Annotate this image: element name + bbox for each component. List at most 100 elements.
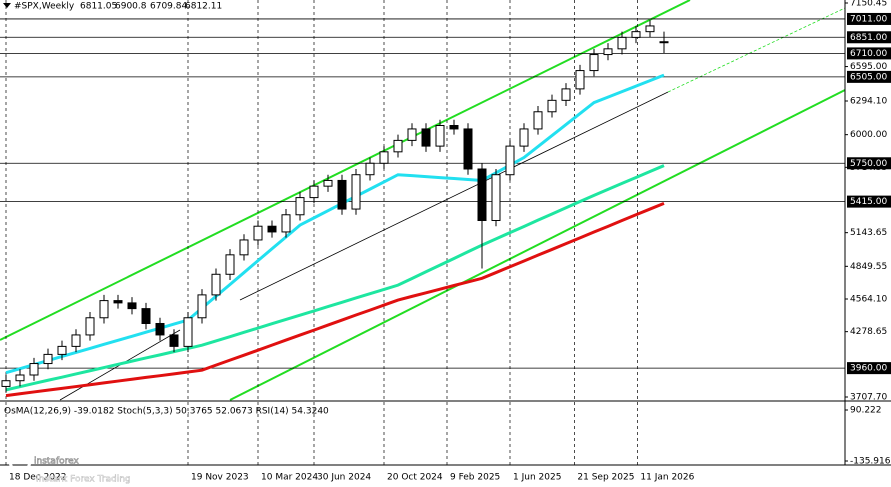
channel-lines	[0, 0, 846, 401]
candle-body	[211, 273, 221, 296]
candle-body	[547, 99, 557, 113]
candle-body	[351, 174, 361, 210]
candle-body	[393, 139, 403, 153]
x-tick-label: 19 Nov 2023	[191, 473, 249, 483]
trend-extension	[667, 7, 846, 93]
x-tick-label: 21 Sep 2025	[577, 473, 634, 483]
candle-body	[519, 128, 529, 147]
candle-body	[505, 145, 515, 176]
level-label: 5750.00	[850, 159, 887, 169]
y-tick-label: 4564.10	[850, 294, 887, 304]
candle-body	[365, 162, 375, 176]
level-box	[847, 362, 891, 375]
y-tick-label: 6000.00	[850, 130, 887, 140]
x-tick-label: 9 Feb 2025	[450, 473, 500, 483]
moving-average	[5, 164, 665, 392]
candle-body	[295, 197, 305, 216]
y-tick-label: 5143.65	[850, 228, 887, 238]
candle-body	[15, 374, 25, 382]
trend-line	[239, 91, 669, 301]
level-label: 6505.00	[850, 72, 887, 82]
candle-body	[225, 254, 235, 275]
candle-body	[1, 380, 11, 387]
x-tick-label: 11 Jan 2026	[640, 473, 694, 483]
x-tick-label: 10 Mar 2024	[261, 473, 318, 483]
candle-body	[57, 345, 67, 355]
candle-body	[183, 317, 193, 347]
level-box	[847, 12, 891, 25]
y-tick-label: 3707.70	[850, 393, 887, 403]
x-tick-label: 30 Jun 2024	[317, 473, 371, 483]
candle-body	[253, 225, 263, 241]
candle-body	[575, 70, 585, 90]
level-box	[847, 47, 891, 60]
header-open: 6811.05	[80, 2, 117, 12]
y-tick-label: 4278.65	[850, 327, 887, 337]
candle-body	[645, 25, 655, 33]
candle-body	[267, 225, 277, 233]
x-tick-label: 20 Oct 2024	[387, 473, 443, 483]
candle-body	[561, 88, 571, 101]
candle-body	[169, 334, 179, 347]
moving-average	[5, 201, 665, 398]
y-tick-label: 6294.10	[850, 97, 887, 107]
candle-body	[113, 300, 123, 304]
candle-body	[407, 128, 417, 141]
level-box	[847, 31, 891, 44]
candle-body	[239, 239, 249, 256]
level-label: 7011.00	[850, 14, 887, 24]
osc-tick-label: 90.222	[850, 406, 882, 416]
candle-body	[491, 174, 501, 221]
logo-text: instaforex	[34, 457, 79, 467]
level-label: 3960.00	[850, 364, 887, 374]
y-tick-label: 4849.55	[850, 262, 887, 272]
y-tick-label: 7150.45	[850, 0, 887, 9]
candle-body	[617, 36, 627, 50]
candle-body	[85, 317, 95, 336]
candle-body	[71, 334, 81, 347]
candle-body	[309, 185, 319, 199]
candle-body	[449, 125, 459, 130]
level-box	[847, 195, 891, 208]
candle-body	[141, 308, 151, 324]
candle-body	[323, 179, 333, 187]
candle-body	[603, 48, 613, 56]
candle-body	[589, 54, 599, 72]
header-high: 6900.8	[115, 2, 147, 12]
candle-body	[533, 111, 543, 130]
menu-arrow	[3, 3, 11, 8]
logo-icon	[8, 449, 32, 473]
symbol-label: #SPX,Weekly	[14, 2, 75, 12]
indicator-label: OsMA(12,26,9) -39.0182 Stoch(5,3,3) 50.3…	[4, 407, 329, 417]
header-low: 6709.84	[150, 2, 187, 12]
candle-body	[197, 294, 207, 319]
x-tick-label: 1 Jun 2025	[513, 473, 561, 483]
logo-tagline: Instant Forex Trading	[36, 475, 131, 485]
candle-body	[337, 179, 347, 210]
y-tick-label: 6595.00	[850, 62, 887, 72]
channel-upper	[0, 0, 691, 341]
candle-body	[463, 128, 473, 170]
osc-tick-label: -135.9167	[850, 457, 891, 467]
candle-body	[99, 300, 109, 319]
candle-body	[631, 31, 641, 38]
candle-body	[127, 302, 137, 310]
level-box	[847, 157, 891, 170]
candle-body	[29, 363, 39, 376]
level-label: 5415.00	[850, 197, 887, 207]
level-label: 6851.00	[850, 33, 887, 43]
candle-body	[477, 168, 487, 221]
candle-body	[379, 151, 389, 164]
candle-body	[659, 41, 669, 44]
candle-body	[155, 322, 165, 336]
header-close: 6812.11	[185, 2, 222, 12]
level-label: 6710.00	[850, 49, 887, 59]
channel-lower	[229, 89, 846, 401]
x-tick-label: 18 Dec 2022	[9, 473, 67, 483]
moving-average	[5, 73, 665, 375]
candle-body	[435, 125, 445, 147]
candle-body	[43, 353, 53, 365]
candle-body	[281, 214, 291, 233]
